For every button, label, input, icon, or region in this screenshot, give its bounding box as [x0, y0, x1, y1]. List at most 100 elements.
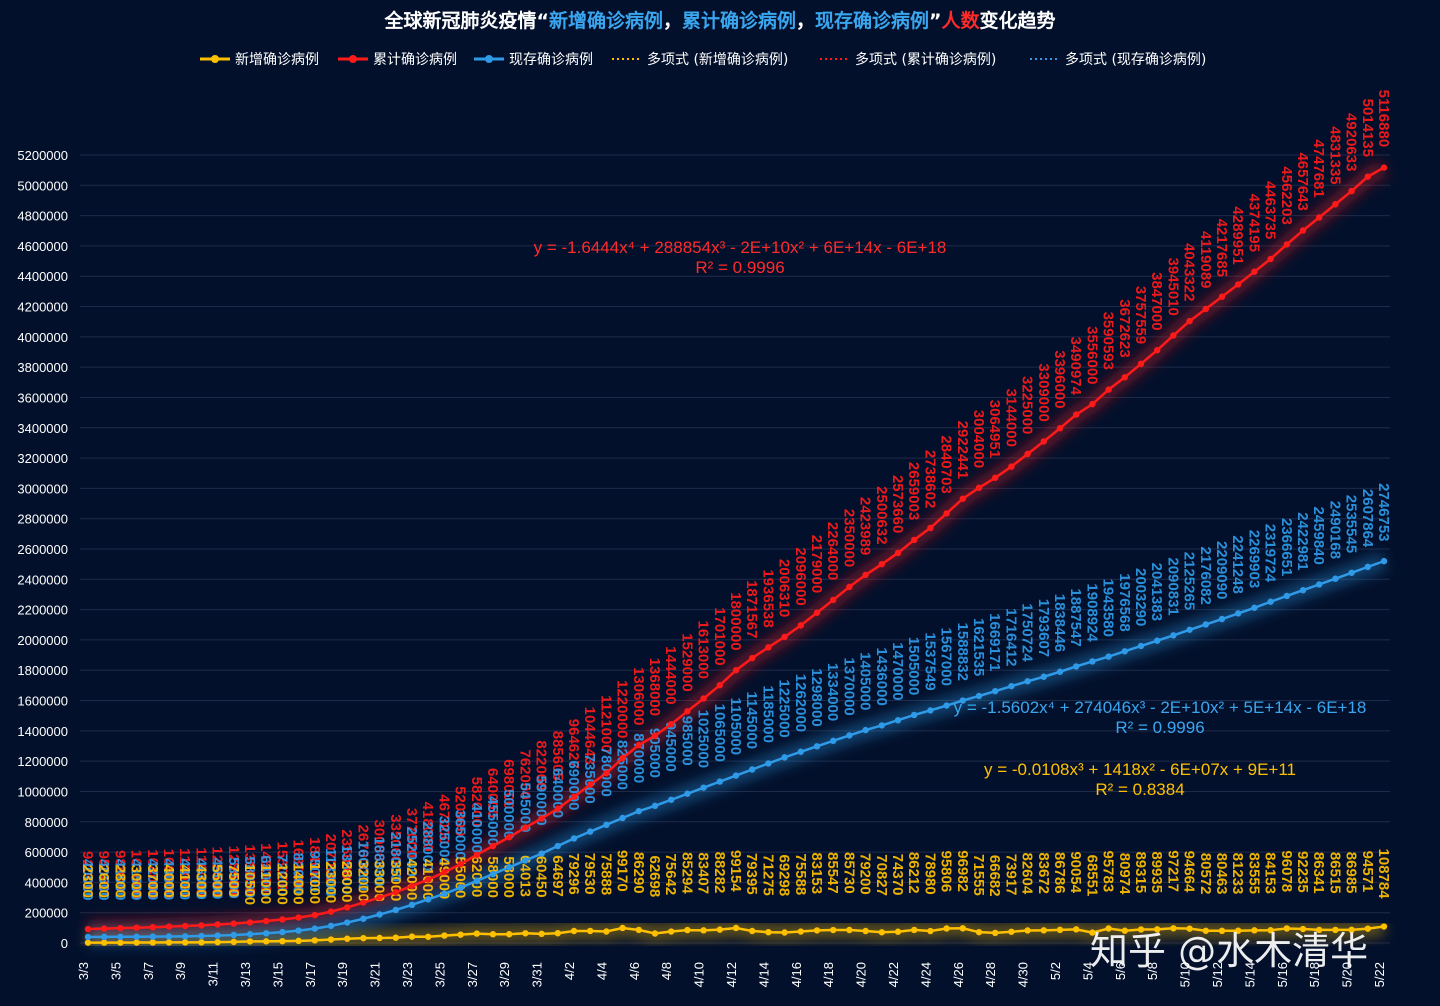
data-point-new — [344, 935, 351, 942]
y-tick-label: 1200000 — [17, 754, 68, 769]
data-point-existing — [1202, 621, 1210, 628]
data-label-new: 83672 — [1035, 852, 1052, 894]
data-point-existing — [587, 828, 594, 835]
data-point-new — [1073, 926, 1080, 933]
x-tick-label: 5/16 — [1275, 962, 1290, 987]
data-label-cumulative: 3590593 — [1100, 312, 1117, 370]
data-point-new — [959, 925, 966, 932]
data-point-new — [279, 937, 286, 945]
data-label-existing: 1145000 — [743, 691, 760, 749]
data-label-cumulative: 3144000 — [1002, 389, 1019, 447]
data-label-cumulative: 235000 — [338, 829, 355, 879]
data-label-existing: 1470000 — [889, 642, 906, 700]
data-label-existing: 545000 — [516, 782, 533, 832]
data-point-existing — [198, 932, 205, 940]
data-point-existing — [651, 802, 659, 810]
x-tick-label: 3/11 — [206, 962, 221, 986]
y-tick-label: 2200000 — [17, 603, 68, 618]
data-label-cumulative: 4920633 — [1343, 113, 1360, 171]
data-point-existing — [1316, 581, 1323, 588]
cumulative-data-labels: 92000 95000 98000 101000 104000 108000 112000 1… — [79, 90, 1392, 900]
title-existing: 现存确诊病例 — [815, 10, 930, 32]
y-tick-label: 200000 — [25, 906, 68, 921]
data-point-existing — [1186, 626, 1193, 633]
data-label-cumulative: 2096000 — [792, 547, 809, 605]
data-point-existing — [813, 743, 821, 750]
data-label-new: 108784 — [1375, 849, 1392, 900]
data-point-cumulative — [603, 769, 610, 777]
data-label-new: 33000 — [371, 860, 388, 902]
data-label-cumulative: 698000 — [500, 759, 517, 809]
x-tick-label: 5/20 — [1340, 962, 1355, 987]
data-label-existing: 1976568 — [1116, 573, 1133, 631]
data-point-cumulative — [619, 754, 626, 762]
data-label-existing: 1887547 — [1067, 588, 1084, 646]
data-label-cumulative: 1368000 — [646, 658, 663, 716]
equation-new: y = -0.0108x³ + 1418x² - 6E+07x + 9E+11 … — [950, 760, 1330, 800]
data-label-existing: 135000 — [338, 845, 355, 895]
data-label-existing: 2366651 — [1278, 518, 1295, 576]
data-point-existing — [975, 692, 983, 700]
data-label-new: 85294 — [678, 852, 695, 894]
data-point-cumulative — [1251, 268, 1258, 275]
data-label-cumulative: 418000 — [419, 802, 436, 852]
data-point-existing — [1380, 557, 1388, 565]
x-tick-label: 5/8 — [1145, 962, 1160, 980]
data-point-existing — [1299, 587, 1307, 594]
data-point-cumulative — [1056, 425, 1064, 432]
data-point-existing — [133, 933, 140, 940]
data-label-existing: 160000 — [354, 841, 371, 891]
data-point-new — [408, 933, 416, 940]
data-point-existing — [1218, 615, 1226, 623]
data-label-new: 58000 — [500, 856, 517, 898]
data-label-existing: 2269903 — [1245, 530, 1262, 588]
existing-data-labels: 40000 40500 41000 41500 42000 43000 44000 46000… — [79, 483, 1392, 901]
data-point-new — [1008, 928, 1015, 935]
x-tick-label: 4/22 — [886, 962, 901, 987]
data-label-cumulative: 95000 — [95, 851, 112, 893]
data-point-existing — [959, 697, 966, 704]
data-label-cumulative: 2500632 — [873, 486, 890, 544]
data-point-cumulative — [862, 571, 869, 579]
data-label-cumulative: 1936538 — [759, 569, 776, 627]
data-point-new — [506, 931, 513, 938]
data-point-cumulative — [1364, 173, 1372, 180]
data-label-existing: 455000 — [484, 796, 501, 846]
data-point-existing — [797, 748, 804, 755]
data-point-new — [1332, 926, 1339, 934]
grid-lines — [80, 154, 1390, 944]
data-label-cumulative: 4657643 — [1294, 152, 1311, 210]
title-sep: ， — [795, 10, 815, 32]
x-tick-label: 3/15 — [270, 962, 285, 987]
data-label-existing: 2535545 — [1343, 495, 1360, 553]
data-label-cumulative: 92000 — [79, 851, 96, 893]
data-point-cumulative — [506, 834, 513, 841]
data-label-new: 4300 — [192, 864, 209, 897]
data-point-new — [392, 934, 399, 941]
y-tick-label: 4400000 — [17, 269, 68, 284]
data-label-cumulative: 98000 — [111, 850, 128, 892]
data-label-new: 75888 — [597, 854, 614, 896]
y-tick-label: 1000000 — [17, 784, 68, 799]
data-point-existing — [830, 737, 837, 745]
data-point-new — [830, 926, 837, 934]
legend-item-existing: 现存确诊病例 — [474, 48, 593, 70]
data-label-cumulative: 1044643 — [581, 707, 598, 765]
data-label-new: 88282 — [711, 852, 728, 894]
data-label-existing: 1838446 — [1051, 594, 1068, 652]
data-label-cumulative: 2840703 — [938, 435, 955, 493]
data-point-new — [878, 929, 885, 936]
data-label-new: 89935 — [1148, 851, 1165, 893]
data-point-new — [603, 928, 610, 935]
data-label-new: 71275 — [759, 854, 776, 896]
data-point-new — [522, 930, 529, 937]
data-point-new — [1218, 927, 1226, 935]
data-point-existing — [84, 933, 92, 941]
x-tick-label: 3/13 — [238, 962, 253, 987]
data-point-existing — [101, 933, 108, 941]
data-point-existing — [117, 933, 124, 940]
data-point-existing — [506, 864, 513, 871]
data-point-existing — [327, 922, 335, 930]
data-label-existing: 1567000 — [938, 628, 955, 686]
data-point-new — [684, 926, 691, 934]
